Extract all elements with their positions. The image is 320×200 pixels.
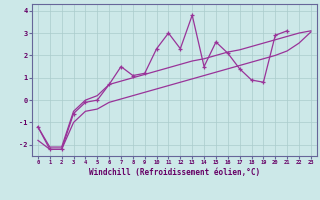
X-axis label: Windchill (Refroidissement éolien,°C): Windchill (Refroidissement éolien,°C)	[89, 168, 260, 177]
